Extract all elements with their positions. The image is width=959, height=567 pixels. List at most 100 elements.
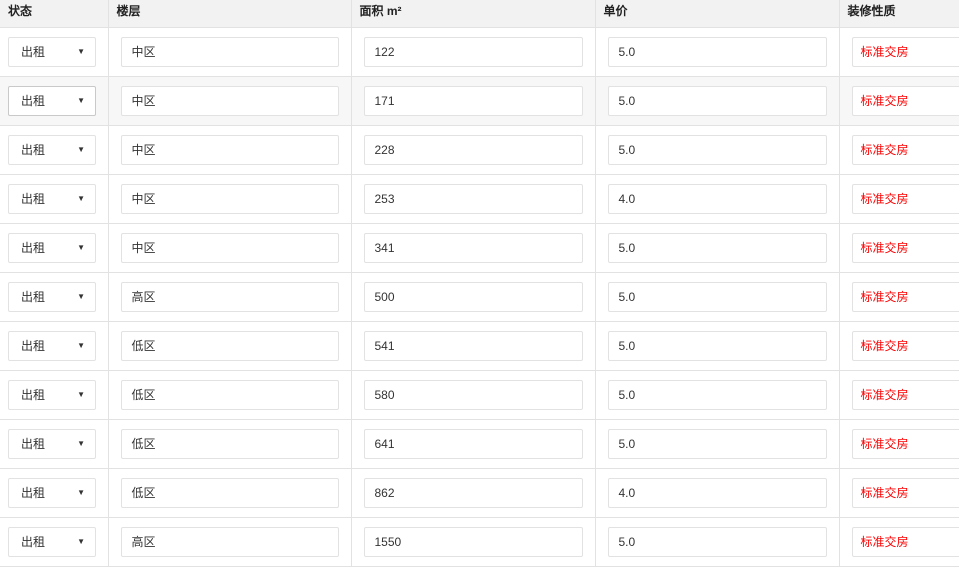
area-value: 253	[375, 192, 395, 206]
area-input[interactable]: 641	[364, 429, 583, 459]
floor-input[interactable]: 中区	[121, 86, 339, 116]
floor-cell: 中区	[108, 76, 351, 125]
price-cell: 5.0	[595, 223, 839, 272]
decoration-value: 标准交房	[861, 190, 909, 207]
status-select[interactable]: 出租▼	[8, 331, 96, 361]
decoration-cell: 标准交房	[839, 27, 959, 76]
status-select[interactable]: 出租▼	[8, 478, 96, 508]
area-input[interactable]: 171	[364, 86, 583, 116]
caret-down-icon: ▼	[77, 243, 85, 252]
decoration-input[interactable]: 标准交房	[852, 37, 959, 67]
caret-down-icon: ▼	[77, 145, 85, 154]
area-input[interactable]: 122	[364, 37, 583, 67]
status-select[interactable]: 出租▼	[8, 282, 96, 312]
floor-cell: 中区	[108, 223, 351, 272]
floor-input[interactable]: 中区	[121, 37, 339, 67]
status-select[interactable]: 出租▼	[8, 380, 96, 410]
area-input[interactable]: 580	[364, 380, 583, 410]
column-header: 单价	[595, 0, 839, 27]
area-input[interactable]: 253	[364, 184, 583, 214]
decoration-input[interactable]: 标准交房	[852, 331, 959, 361]
price-input[interactable]: 5.0	[608, 233, 827, 263]
area-input[interactable]: 341	[364, 233, 583, 263]
status-cell: 出租▼	[0, 321, 108, 370]
status-select[interactable]: 出租▼	[8, 233, 96, 263]
price-cell: 5.0	[595, 517, 839, 566]
floor-value: 低区	[132, 484, 156, 501]
price-input[interactable]: 5.0	[608, 37, 827, 67]
decoration-input[interactable]: 标准交房	[852, 429, 959, 459]
price-cell: 5.0	[595, 419, 839, 468]
price-input[interactable]: 5.0	[608, 527, 827, 557]
price-value: 5.0	[619, 45, 636, 59]
price-value: 5.0	[619, 535, 636, 549]
area-input[interactable]: 862	[364, 478, 583, 508]
decoration-input[interactable]: 标准交房	[852, 135, 959, 165]
status-cell: 出租▼	[0, 419, 108, 468]
floor-value: 高区	[132, 533, 156, 550]
area-cell: 341	[351, 223, 595, 272]
decoration-input[interactable]: 标准交房	[852, 380, 959, 410]
floor-input[interactable]: 高区	[121, 527, 339, 557]
area-input[interactable]: 228	[364, 135, 583, 165]
area-cell: 862	[351, 468, 595, 517]
decoration-cell: 标准交房	[839, 517, 959, 566]
floor-input[interactable]: 低区	[121, 380, 339, 410]
decoration-input[interactable]: 标准交房	[852, 282, 959, 312]
decoration-cell: 标准交房	[839, 125, 959, 174]
status-select[interactable]: 出租▼	[8, 184, 96, 214]
floor-input[interactable]: 中区	[121, 184, 339, 214]
price-input[interactable]: 4.0	[608, 184, 827, 214]
price-input[interactable]: 5.0	[608, 380, 827, 410]
decoration-input[interactable]: 标准交房	[852, 233, 959, 263]
status-select[interactable]: 出租▼	[8, 429, 96, 459]
price-value: 5.0	[619, 437, 636, 451]
decoration-cell: 标准交房	[839, 223, 959, 272]
decoration-input[interactable]: 标准交房	[852, 86, 959, 116]
column-header: 楼层	[108, 0, 351, 27]
status-cell: 出租▼	[0, 76, 108, 125]
area-input[interactable]: 541	[364, 331, 583, 361]
status-select[interactable]: 出租▼	[8, 527, 96, 557]
decoration-cell: 标准交房	[839, 174, 959, 223]
price-input[interactable]: 5.0	[608, 282, 827, 312]
floor-cell: 中区	[108, 27, 351, 76]
area-value: 1550	[375, 535, 402, 549]
floor-input[interactable]: 高区	[121, 282, 339, 312]
price-value: 5.0	[619, 241, 636, 255]
floor-input[interactable]: 低区	[121, 429, 339, 459]
status-value: 出租	[21, 92, 45, 109]
floor-input[interactable]: 低区	[121, 331, 339, 361]
area-input[interactable]: 500	[364, 282, 583, 312]
status-select[interactable]: 出租▼	[8, 135, 96, 165]
status-value: 出租	[21, 190, 45, 207]
floor-value: 低区	[132, 435, 156, 452]
status-value: 出租	[21, 533, 45, 550]
floor-cell: 中区	[108, 125, 351, 174]
decoration-cell: 标准交房	[839, 370, 959, 419]
price-input[interactable]: 5.0	[608, 86, 827, 116]
floor-input[interactable]: 中区	[121, 135, 339, 165]
price-cell: 4.0	[595, 174, 839, 223]
status-value: 出租	[21, 386, 45, 403]
status-cell: 出租▼	[0, 27, 108, 76]
price-input[interactable]: 5.0	[608, 331, 827, 361]
decoration-input[interactable]: 标准交房	[852, 184, 959, 214]
price-input[interactable]: 5.0	[608, 135, 827, 165]
price-input[interactable]: 4.0	[608, 478, 827, 508]
price-value: 5.0	[619, 143, 636, 157]
decoration-input[interactable]: 标准交房	[852, 478, 959, 508]
price-cell: 5.0	[595, 272, 839, 321]
floor-cell: 低区	[108, 419, 351, 468]
area-input[interactable]: 1550	[364, 527, 583, 557]
decoration-input[interactable]: 标准交房	[852, 527, 959, 557]
price-value: 4.0	[619, 192, 636, 206]
area-cell: 253	[351, 174, 595, 223]
floor-cell: 中区	[108, 174, 351, 223]
floor-input[interactable]: 中区	[121, 233, 339, 263]
status-select[interactable]: 出租▼	[8, 86, 96, 116]
floor-input[interactable]: 低区	[121, 478, 339, 508]
status-select[interactable]: 出租▼	[8, 37, 96, 67]
price-input[interactable]: 5.0	[608, 429, 827, 459]
